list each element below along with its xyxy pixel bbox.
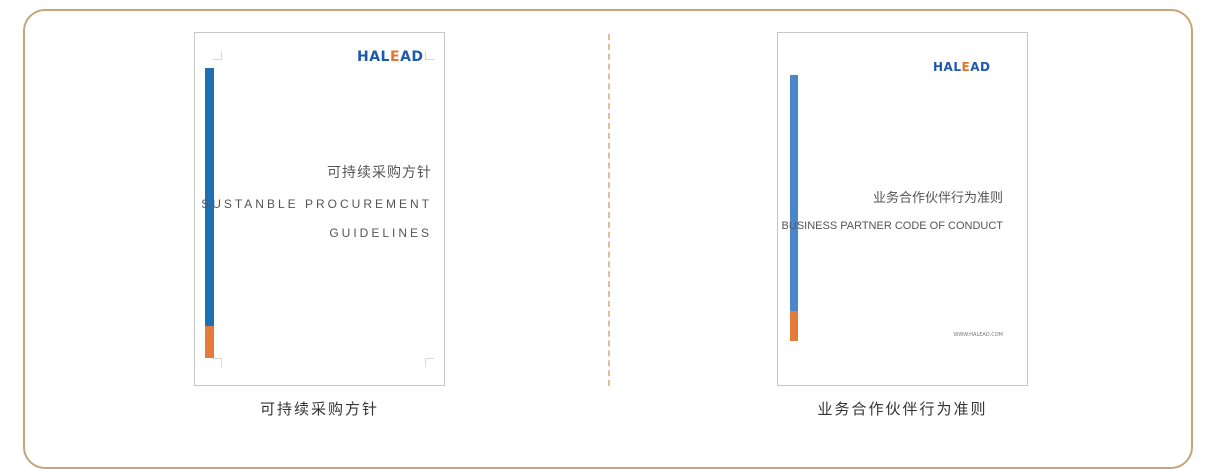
document-caption-sustainable-procurement[interactable]: 可持续采购方针 [259, 400, 379, 418]
crop-mark [425, 51, 434, 60]
halead-logo: HALEAD [357, 49, 424, 65]
cover-accent-bar-blue [205, 68, 214, 326]
cover-title-cn: 可持续采购方针 [327, 165, 432, 181]
crop-mark [425, 358, 434, 367]
document-cover-business-partner-code[interactable]: HALEAD 业务合作伙伴行为准则 BUSINESS PARTNER CODE … [777, 32, 1028, 386]
document-caption-business-partner-code[interactable]: 业务合作伙伴行为准则 [817, 400, 988, 418]
cover-title-en-line2: GUIDELINES [329, 226, 432, 240]
cover-title-en: BUSINESS PARTNER CODE OF CONDUCT [781, 220, 1003, 232]
cover-title-cn: 业务合作伙伴行为准则 [872, 191, 1003, 206]
document-cover-sustainable-procurement[interactable]: HALEAD 可持续采购方针 SUSTANBLE PROCUREMENT GUI… [194, 32, 445, 386]
cover-title-en-line1: SUSTANBLE PROCUREMENT [201, 197, 432, 211]
halead-logo: HALEAD [933, 60, 991, 74]
cover-website: WWW.HALEAD.COM [953, 332, 1003, 338]
crop-mark [213, 51, 222, 60]
crop-mark [213, 358, 222, 367]
cover-accent-bar-blue [790, 75, 798, 311]
section-divider [608, 34, 610, 386]
cover-accent-bar-orange [205, 326, 214, 358]
cover-accent-bar-orange [790, 311, 798, 341]
